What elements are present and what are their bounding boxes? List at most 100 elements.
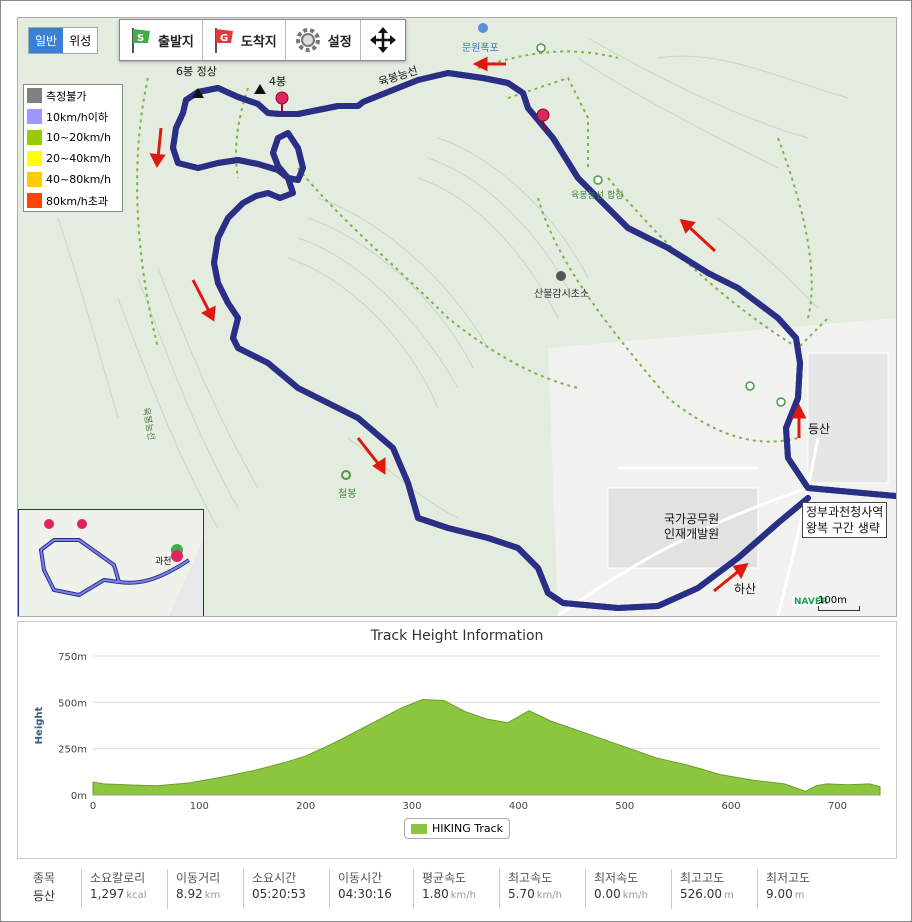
legend-row: 측정불가 <box>24 85 122 106</box>
legend-row: 20~40km/h <box>24 148 122 169</box>
stat-unit: km/h <box>450 890 476 901</box>
goal-point-button[interactable]: G 도착지 <box>203 20 286 60</box>
building-block <box>807 352 889 484</box>
stat-label: 최고속도 <box>508 871 553 885</box>
route-map[interactable]: 육봉능선 육봉능선 일반 위성 S 출발지 G 도착지 설정 측정불가 10km… <box>17 17 897 617</box>
direction-arrows <box>149 56 807 593</box>
waypoint-pin-icon[interactable] <box>275 91 289 114</box>
y-tick-label: 500m <box>58 698 87 709</box>
legend-swatch <box>27 88 42 103</box>
stat-value-number: 1.80 <box>422 887 449 901</box>
svg-text:G: G <box>220 33 228 44</box>
settings-button[interactable]: 설정 <box>286 20 361 60</box>
gear-icon <box>295 28 320 52</box>
stat-item: 이동시간 04:30:16 <box>329 869 392 909</box>
stat-item: 최저속도 0.00 km/h <box>585 869 648 909</box>
legend-swatch <box>27 193 42 208</box>
x-tick-label: 300 <box>403 801 422 812</box>
y-tick-label: 0m <box>71 791 87 802</box>
stat-value: 05:20:53 <box>252 887 306 901</box>
institute-label-line2: 인재개발원 <box>664 527 720 541</box>
start-point-button[interactable]: S 출발지 <box>120 20 203 60</box>
start-flag-icon: S <box>132 28 150 53</box>
stat-item: 평균속도 1.80 km/h <box>413 869 476 909</box>
stat-value: 1,297 kcal <box>90 887 147 901</box>
legend-label: 40~80km/h <box>46 173 111 186</box>
x-tick-label: 200 <box>296 801 315 812</box>
x-tick-label: 700 <box>828 801 847 812</box>
junction-icon <box>536 43 546 53</box>
peak6-marker-icon <box>192 88 204 98</box>
stat-unit: km/h <box>536 890 562 901</box>
naver-logo: NAVER <box>792 597 830 607</box>
stat-item: 최고속도 5.70 km/h <box>499 869 562 909</box>
peak6-label: 6봉 정상 <box>176 65 217 78</box>
guardpost-icon <box>556 271 566 281</box>
cheolbong-label: 철봉 <box>338 489 357 500</box>
legend-swatch <box>411 823 427 834</box>
svg-text:S: S <box>137 33 144 44</box>
move-icon <box>369 27 396 53</box>
chart-legend[interactable]: HIKING Track <box>404 818 511 839</box>
stat-item: 최고고도 526.00 m <box>671 869 734 909</box>
legend-row: 10~20km/h <box>24 127 122 148</box>
stat-value-number: 5.70 <box>508 887 535 901</box>
stat-value: 9.00 m <box>766 887 804 901</box>
x-tick-label: 600 <box>722 801 741 812</box>
contour-lines <box>57 37 849 529</box>
map-toolbar: S 출발지 G 도착지 설정 <box>119 19 406 61</box>
stat-value-number: 526.00 <box>680 887 722 901</box>
legend-row: 40~80km/h <box>24 169 122 190</box>
x-tick-label: 100 <box>190 801 209 812</box>
stat-value: 등산 <box>33 887 55 904</box>
stat-value-number: 8.92 <box>176 887 203 901</box>
roads <box>557 437 896 616</box>
stat-label: 평균속도 <box>422 871 467 885</box>
stat-value: 1.80 km/h <box>422 887 476 901</box>
x-tick-label: 400 <box>509 801 528 812</box>
map-type-normal-button[interactable]: 일반 <box>29 28 64 53</box>
y-tick-label: 750m <box>58 652 87 663</box>
waterfall-icon <box>478 23 488 33</box>
legend-swatch <box>27 109 42 124</box>
legend-label: 80km/h초과 <box>46 194 109 208</box>
stat-value: 0.00 km/h <box>594 887 648 901</box>
map-type-satellite-button[interactable]: 위성 <box>69 34 92 48</box>
minimap-place-label: 과천 <box>155 557 172 567</box>
stat-value: 8.92 km <box>176 887 220 901</box>
move-button[interactable] <box>361 20 405 60</box>
institute-label-line1: 국가공무원 <box>664 512 720 526</box>
stat-item: 이동거리 8.92 km <box>167 869 220 909</box>
legend-swatch <box>27 130 42 145</box>
stat-label: 소요시간 <box>252 871 297 885</box>
stat-value: 04:30:16 <box>338 887 392 901</box>
guardpost-label: 산불감시초소 <box>534 289 590 300</box>
stat-value-number: 9.00 <box>766 887 793 901</box>
x-tick-label: 500 <box>615 801 634 812</box>
settings-label: 설정 <box>327 34 352 50</box>
minimap-canvas <box>38 519 203 616</box>
elevation-area <box>92 699 881 796</box>
stat-item: 최저고도 9.00 m <box>757 869 810 909</box>
x-tick-label: 0 <box>90 801 96 812</box>
junction-icon <box>593 175 603 185</box>
waypoint-pin-icon[interactable] <box>536 108 550 132</box>
stats-bar: 종목 등산 소요칼로리 1,297 kcal 이동거리 8.92 km 소요시간 05:20:53… <box>17 863 895 913</box>
legend-swatch <box>27 151 42 166</box>
cheolbong-icon <box>341 470 351 480</box>
stat-unit: kcal <box>126 890 147 901</box>
junction-label: 육봉능선 합점 <box>571 191 624 201</box>
legend-swatch <box>27 172 42 187</box>
waterfall-label: 문원폭포 <box>462 43 499 54</box>
map-type-toggle[interactable]: 일반 위성 <box>28 27 99 54</box>
legend-label: 20~40km/h <box>46 152 111 165</box>
stat-label: 종목 <box>33 871 56 885</box>
gps-track <box>170 70 896 611</box>
y-tick-label: 250m <box>58 745 87 756</box>
overview-minimap[interactable]: 과천 <box>18 509 204 616</box>
peak4-marker-icon <box>254 84 266 94</box>
scale-line <box>818 606 860 611</box>
stat-label: 최저고도 <box>766 871 811 885</box>
legend-row: 80km/h초과 <box>24 190 122 211</box>
stat-label: 최고고도 <box>680 871 725 885</box>
